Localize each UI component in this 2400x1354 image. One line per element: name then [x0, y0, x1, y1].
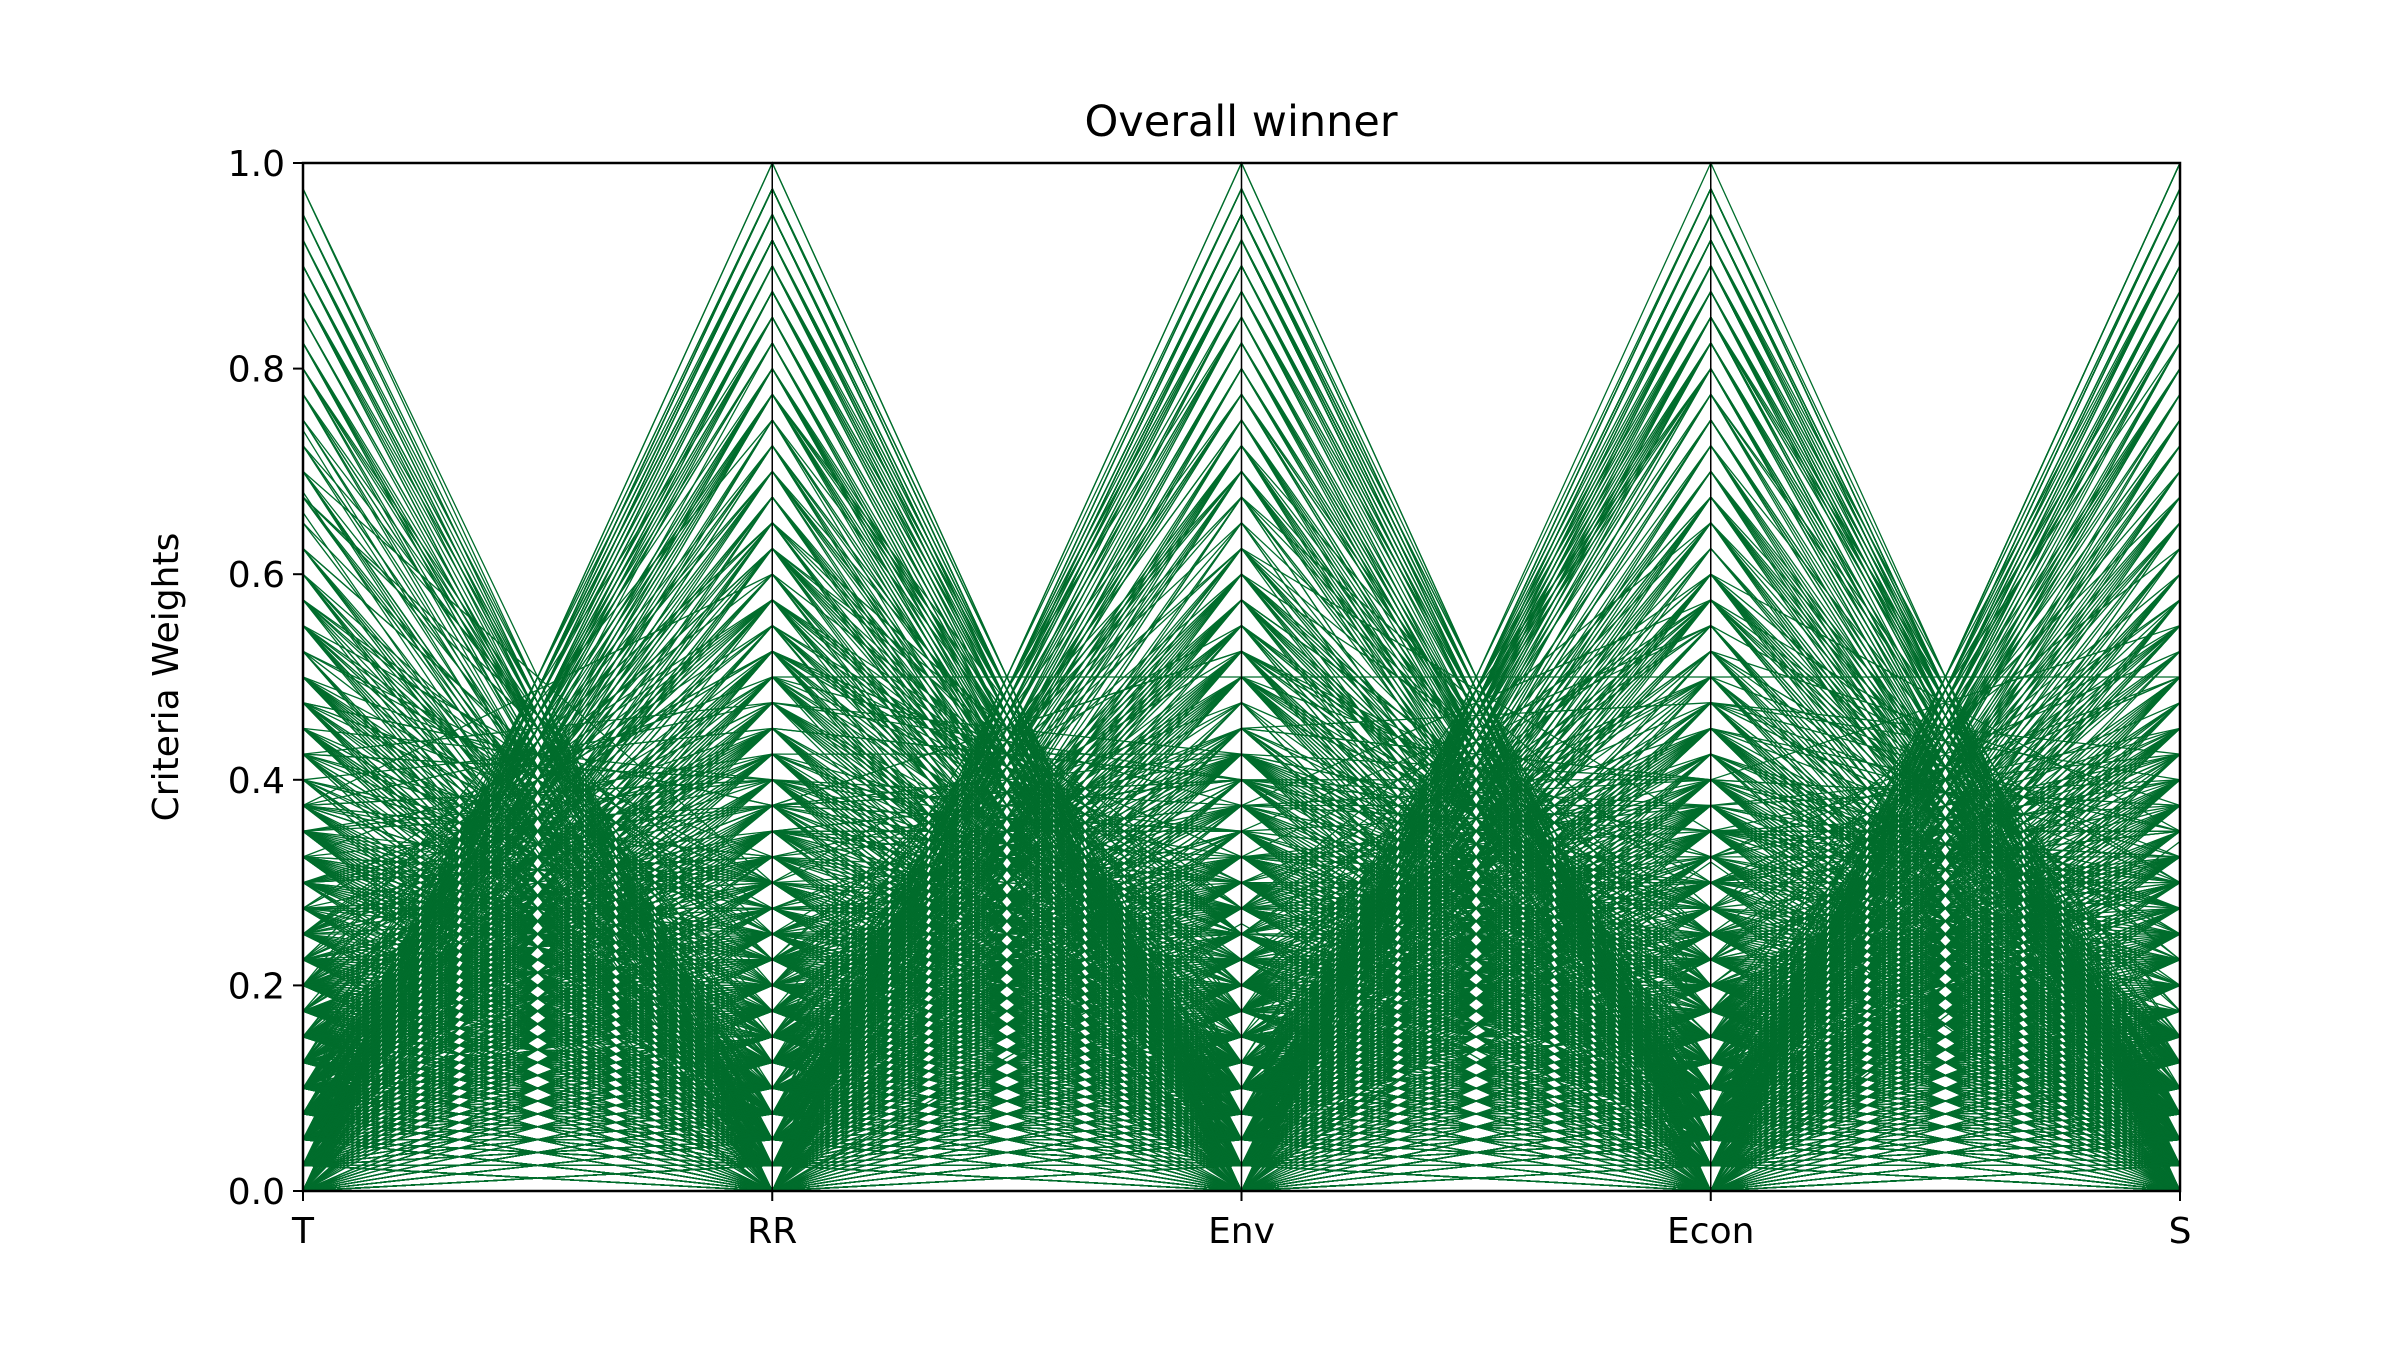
x-tick-label: Env: [1208, 1211, 1275, 1252]
x-tick-label: T: [291, 1211, 315, 1252]
x-axis: T RR Env Econ S: [291, 163, 2191, 1252]
x-tick-label: Econ: [1667, 1211, 1754, 1252]
y-axis-label: Criteria Weights: [146, 533, 187, 822]
y-tick-label: 1.0: [228, 144, 285, 185]
y-tick-label: 0.2: [228, 966, 285, 1007]
y-tick-label: 0.4: [228, 761, 285, 802]
y-tick-label: 0.6: [228, 555, 285, 596]
chart-title: Overall winner: [1084, 97, 1397, 147]
y-axis: 0.0 0.2 0.4 0.6 0.8 1.0: [228, 144, 303, 1213]
x-tick-label: S: [2169, 1211, 2192, 1252]
x-tick-label: RR: [747, 1211, 797, 1252]
y-tick-label: 0.0: [228, 1172, 285, 1213]
y-tick-label: 0.8: [228, 350, 285, 391]
